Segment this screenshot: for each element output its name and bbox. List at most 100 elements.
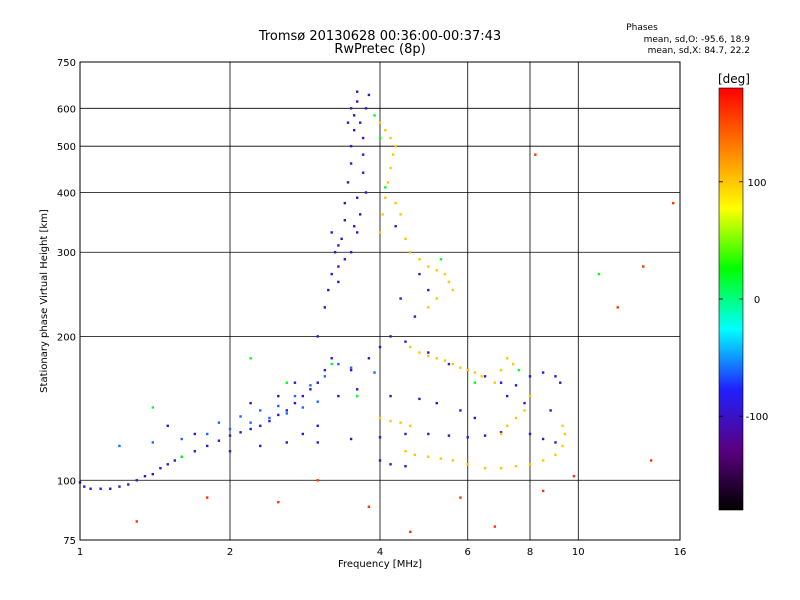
- data-point: [346, 181, 350, 184]
- data-point: [427, 265, 430, 268]
- data-point: [528, 463, 532, 466]
- data-point: [514, 384, 518, 387]
- data-point: [337, 394, 340, 398]
- data-point: [166, 424, 169, 428]
- data-point: [166, 463, 169, 466]
- x-tick-label: 1: [77, 547, 83, 558]
- x-tick-label: 4: [377, 547, 383, 558]
- data-point: [349, 144, 353, 148]
- data-point: [349, 251, 353, 254]
- data-point: [427, 288, 430, 292]
- data-point: [451, 459, 455, 462]
- colorbar-label: [deg]: [718, 72, 750, 86]
- data-point: [499, 431, 503, 434]
- data-point: [381, 213, 384, 216]
- data-point: [330, 357, 333, 360]
- data-point: [409, 530, 412, 534]
- data-point: [316, 335, 319, 338]
- data-point: [268, 416, 271, 420]
- data-point: [193, 450, 197, 453]
- data-point: [671, 201, 675, 205]
- data-point: [451, 288, 455, 292]
- data-point: [394, 225, 397, 228]
- colorbar-tick-label: -100: [746, 412, 769, 423]
- stats-line-x: mean, sd,X: 84.7, 22.2: [648, 46, 750, 56]
- y-axis-label: Stationary phase Virtual Height [km]: [39, 209, 50, 393]
- data-point: [561, 444, 564, 448]
- data-point: [358, 121, 362, 124]
- data-points: [78, 90, 675, 534]
- data-point: [378, 121, 382, 124]
- grid-lines: [79, 61, 681, 541]
- data-point: [349, 162, 353, 165]
- colorbar-ticks: 100 0 -100: [719, 178, 768, 423]
- data-point: [541, 371, 545, 374]
- data-point: [466, 436, 469, 439]
- data-point: [389, 166, 392, 170]
- data-point: [301, 406, 305, 409]
- data-point: [418, 272, 421, 276]
- data-point: [143, 474, 147, 478]
- data-point: [413, 453, 417, 457]
- data-point: [316, 441, 319, 444]
- data-point: [361, 171, 365, 174]
- data-point: [473, 381, 477, 384]
- data-point: [118, 485, 121, 488]
- data-point: [435, 401, 438, 405]
- data-point: [384, 196, 387, 199]
- data-point: [418, 351, 421, 354]
- data-point: [249, 421, 252, 424]
- data-point: [378, 459, 382, 462]
- data-point: [447, 362, 451, 366]
- data-point: [109, 487, 112, 490]
- y-tick-label: 200: [57, 332, 76, 343]
- chart-subtitle: RwPretec (8p): [334, 42, 425, 57]
- stats-heading: Phases: [626, 23, 658, 33]
- data-point: [135, 520, 138, 523]
- data-point: [549, 409, 552, 412]
- data-point: [389, 419, 392, 423]
- data-point: [277, 413, 280, 417]
- data-point: [293, 394, 297, 398]
- data-point: [511, 362, 515, 366]
- data-point: [427, 432, 430, 436]
- data-point: [323, 306, 327, 309]
- data-point: [384, 128, 387, 132]
- data-point: [443, 272, 447, 276]
- data-point: [151, 441, 155, 444]
- data-point: [355, 100, 359, 103]
- data-point: [151, 472, 155, 476]
- data-point: [346, 121, 350, 124]
- data-point: [159, 466, 162, 470]
- data-point: [358, 213, 362, 216]
- x-tick-label: 2: [227, 547, 233, 558]
- stats-line-o: mean, sd,O: -95.6, 18.9: [644, 35, 751, 45]
- data-point: [316, 400, 319, 403]
- data-point: [399, 213, 402, 216]
- data-point: [349, 107, 353, 110]
- data-point: [554, 453, 557, 457]
- data-point: [389, 394, 392, 398]
- data-point: [642, 265, 645, 268]
- data-point: [378, 436, 382, 439]
- data-point: [391, 153, 395, 156]
- data-point: [572, 474, 576, 478]
- data-point: [323, 368, 327, 372]
- data-point: [349, 368, 353, 372]
- x-tick-label: 8: [527, 547, 533, 558]
- y-tick-label: 600: [57, 104, 76, 115]
- data-point: [443, 359, 447, 362]
- data-point: [364, 107, 368, 110]
- data-point: [451, 362, 455, 366]
- data-point: [327, 288, 330, 292]
- data-point: [427, 354, 430, 358]
- data-point: [367, 505, 371, 509]
- data-point: [239, 431, 242, 434]
- data-point: [528, 432, 532, 436]
- data-point: [355, 394, 359, 398]
- data-point: [352, 114, 356, 117]
- data-point: [277, 500, 280, 504]
- x-tick-label: 6: [465, 547, 471, 558]
- data-point: [259, 444, 262, 448]
